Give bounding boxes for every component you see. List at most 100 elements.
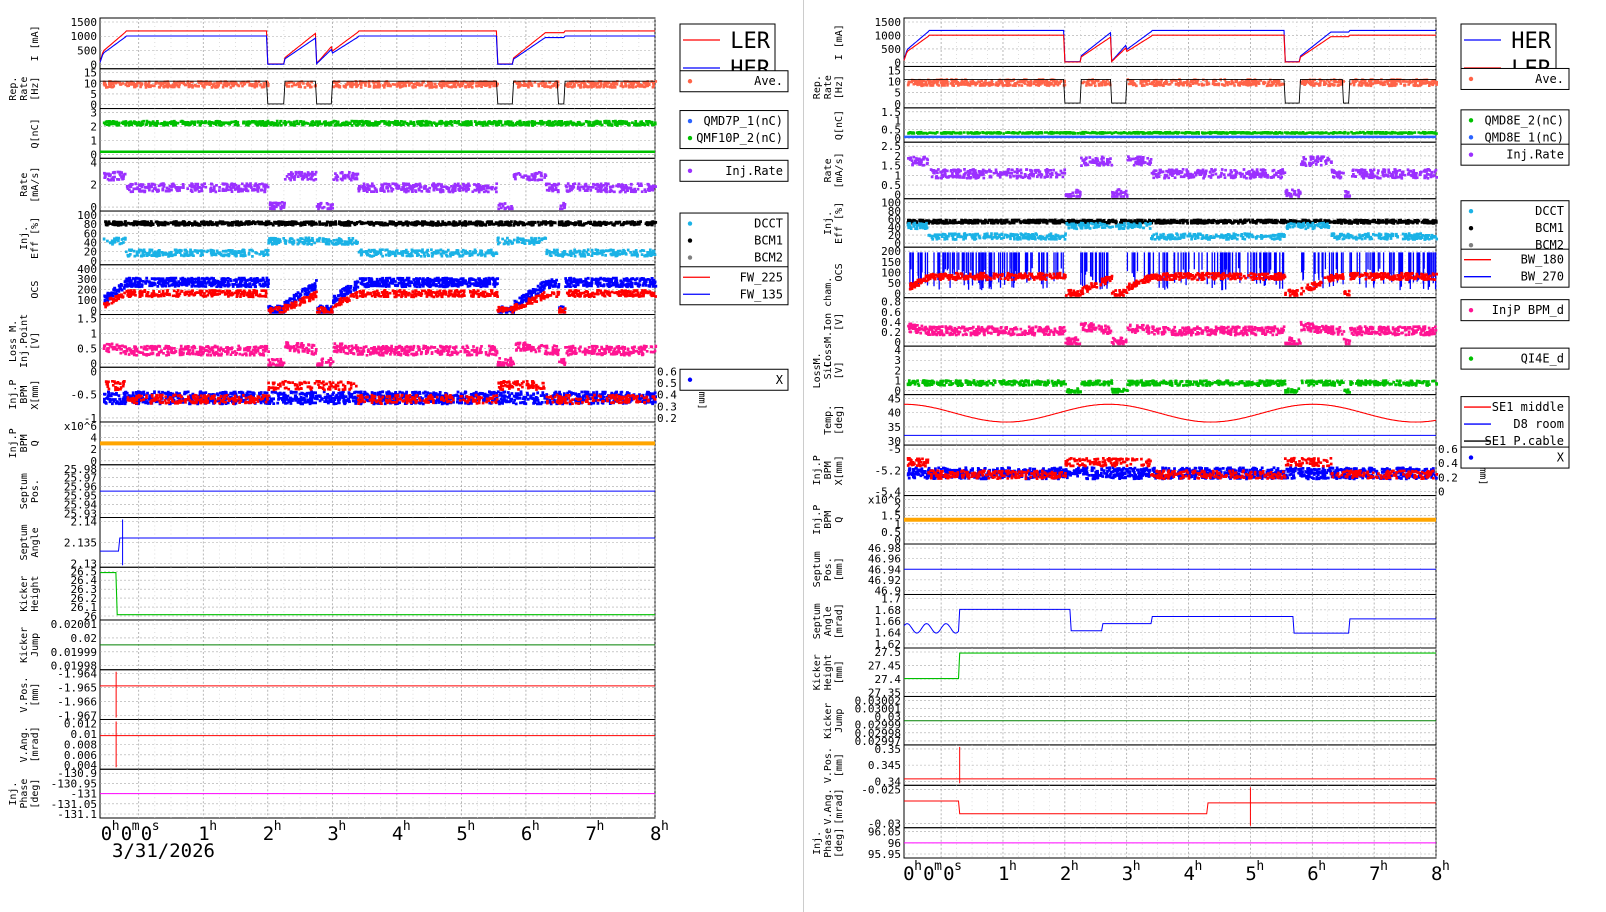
ytick-label: x10^6 — [868, 494, 901, 507]
y-axis-label: [mm] — [834, 753, 845, 777]
svg-text:s: s — [152, 819, 160, 834]
legend-label: Inj.Rate — [1506, 148, 1564, 162]
series-line — [99, 35, 655, 65]
series-line — [100, 80, 655, 105]
ytick-label: 0.01 — [71, 728, 98, 741]
y-axis-label: Septum — [19, 524, 30, 560]
legend-label: QMD8E_1(nC) — [1485, 130, 1564, 144]
series-points — [907, 155, 1438, 198]
ytick-label: 0 — [894, 237, 901, 250]
ytick-label: -131 — [71, 788, 98, 801]
legend-box — [679, 70, 789, 93]
ytick-label: 27.4 — [875, 673, 902, 686]
legend-box — [1460, 248, 1570, 288]
y-axis-label: [V] — [30, 332, 41, 350]
ytick-label: 0 — [90, 365, 97, 378]
ytick-label: 0.6 — [881, 306, 901, 319]
panel-13: -1.964-1.965-1.966-1.967 V.Pos. [mm] — [19, 668, 656, 722]
ytick-label: 26.2 — [71, 592, 98, 605]
ytick-label: 0.35 — [875, 743, 902, 756]
svg-text:8: 8 — [650, 823, 661, 845]
ytick-label: 25.95 — [64, 490, 97, 503]
ytick-label: 60 — [84, 227, 97, 240]
ytick-label: 0 — [894, 336, 901, 349]
rtick-label: 0.2 — [657, 412, 677, 425]
svg-text:0: 0 — [141, 823, 152, 845]
panel-frame — [903, 65, 1437, 109]
panel-3: 2.521.510.50 Rate [mA/s] Inj.Rate — [823, 140, 1570, 202]
series-points — [907, 130, 1438, 135]
series-points — [906, 218, 1438, 225]
y-axis-label: Kicker — [812, 654, 823, 690]
y-axis-label: Rate — [823, 158, 834, 182]
ytick-label: 4 — [894, 344, 901, 357]
ytick-label: 0 — [90, 305, 97, 318]
series-line — [904, 800, 1436, 815]
ytick-label: 45 — [888, 393, 901, 406]
ytick-label: 2.14 — [71, 516, 98, 529]
y-axis-label: Inj.P — [812, 505, 823, 535]
series-points — [102, 236, 657, 258]
panel-frame — [903, 647, 1437, 697]
date-label: 3/31/2026 — [112, 840, 215, 862]
series-line — [904, 78, 1436, 104]
legend-marker — [1468, 135, 1474, 140]
ytick-label: 26 — [84, 610, 97, 623]
legend: InjP BPM_d — [1460, 299, 1570, 322]
svg-text:h: h — [1071, 859, 1079, 874]
legend-label: BW_180 — [1521, 253, 1564, 267]
rtick-label: 0.6 — [1438, 443, 1458, 456]
y-axis-label: Inj.P — [8, 428, 19, 458]
ytick-label: 1.64 — [875, 627, 902, 640]
legend-label: DCCT — [1535, 204, 1564, 218]
y2-axis-label: Y[mm] — [1477, 455, 1488, 485]
svg-text:5: 5 — [1245, 863, 1256, 885]
ytick-label: 5 — [894, 87, 901, 100]
legend-label: SE1 middle — [1492, 400, 1564, 414]
legend-label: HER — [1511, 29, 1551, 54]
y-axis-label: LossM.Ion cham. — [823, 277, 834, 367]
y-axis-label: BPM — [823, 461, 834, 479]
ytick-label: 0.02999 — [855, 719, 901, 732]
ytick-label: 2.5 — [881, 140, 901, 153]
legend-marker — [687, 255, 693, 260]
ytick-label: 0.004 — [64, 759, 97, 772]
legend: X — [679, 368, 789, 391]
y-axis-label: Jump — [834, 709, 845, 733]
y-axis-label: [deg] — [834, 405, 845, 435]
legend-label: FW_135 — [740, 287, 783, 301]
ytick-label: 46.98 — [868, 542, 901, 555]
ytick-label: 46.92 — [868, 574, 901, 587]
legend-label: DCCT — [754, 217, 783, 231]
svg-text:7: 7 — [585, 823, 596, 845]
y-axis-label: Septum — [812, 603, 823, 639]
series-points — [906, 78, 1438, 88]
panel-frame — [903, 784, 1437, 829]
ytick-label: 2 — [90, 120, 97, 133]
legend-label: Ave. — [1535, 72, 1564, 86]
svg-text:h: h — [1380, 859, 1388, 874]
ytick-label: 0 — [894, 98, 901, 111]
y-axis-label: Phase — [19, 779, 30, 809]
ytick-label: 2 — [90, 443, 97, 456]
ytick-label: 1500 — [875, 16, 902, 29]
ytick-label: 25.98 — [64, 463, 97, 476]
ytick-label: 1.62 — [875, 638, 902, 651]
ytick-label: 2.135 — [64, 536, 97, 549]
legend: SE1 middle D8 room SE1 P.cable — [1460, 396, 1570, 453]
y-axis-label: [mA/s] — [834, 152, 845, 188]
ytick-label: 4 — [90, 432, 97, 445]
ytick-label: 0 — [90, 357, 97, 370]
svg-text:6: 6 — [521, 823, 532, 845]
y-axis-label: V.Pos. — [19, 677, 30, 713]
legend-label: QMD8E_2(nC) — [1485, 113, 1564, 127]
y-axis-label: Q[nC] — [834, 110, 845, 140]
ytick-label: 15 — [888, 64, 901, 77]
